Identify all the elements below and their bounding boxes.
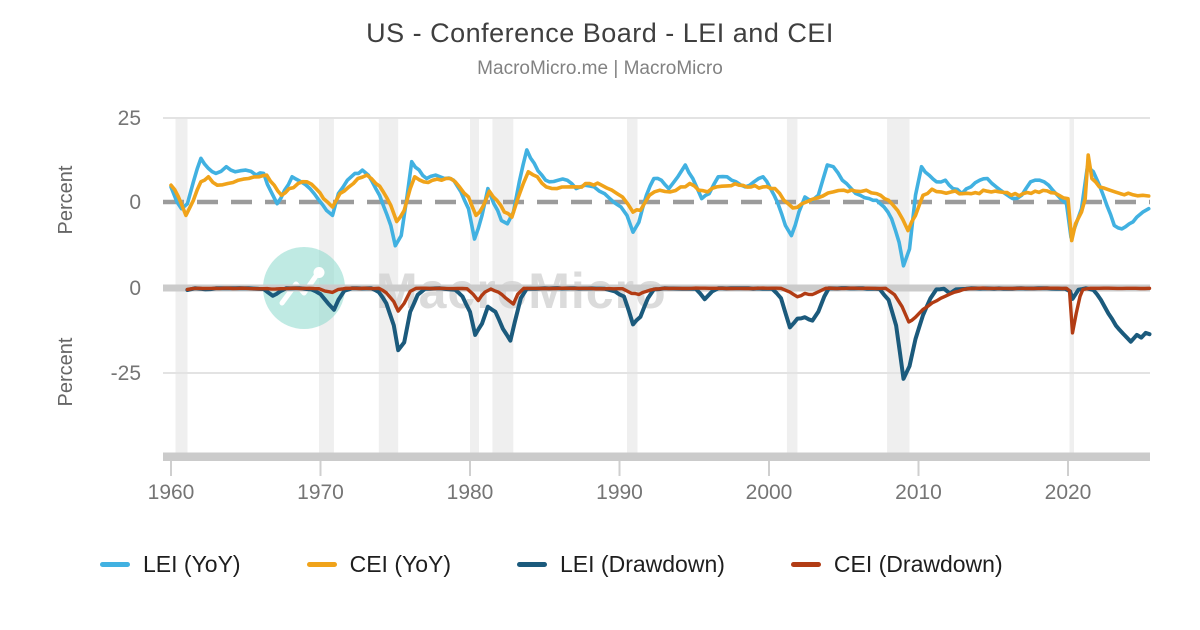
y-tick-label: 0 [129, 277, 141, 300]
legend-item-lei-yoy[interactable]: LEI (YoY) [100, 551, 241, 578]
chart-title: US - Conference Board - LEI and CEI [366, 18, 834, 48]
legend-swatch-lei-drawdown [517, 562, 548, 567]
y-tick-label: -25 [111, 362, 141, 385]
x-tick-label: 1980 [447, 481, 494, 504]
legend-label-cei-drawdown: CEI (Drawdown) [833, 551, 1003, 577]
legend-item-cei-drawdown[interactable]: CEI (Drawdown) [790, 551, 1003, 578]
legend: LEI (YoY) CEI (YoY) LEI (Drawdown) CEI (… [100, 551, 1003, 578]
series-line-lei-yoy- [169, 148, 1151, 268]
legend-item-lei-drawdown[interactable]: LEI (Drawdown) [517, 551, 725, 578]
x-tick-label: 2010 [895, 481, 942, 504]
series-line-cei-drawdown- [185, 286, 1152, 335]
chart-subtitle: MacroMicro.me | MacroMicro [477, 58, 723, 79]
y-axis-label: Percent [55, 165, 77, 234]
y-tick-label: 25 [118, 107, 141, 130]
legend-item-cei-yoy[interactable]: CEI (YoY) [306, 551, 452, 578]
x-axis-bar [163, 452, 1150, 461]
x-tick-label: 1970 [297, 481, 344, 504]
legend-swatch-lei-yoy [100, 562, 130, 567]
y-axis-label: Percent [55, 337, 77, 406]
y-tick-label: 0 [129, 191, 141, 214]
x-tick-label: 2000 [746, 481, 793, 504]
logo-dot-icon [313, 267, 325, 278]
chart-layer: 1960 1970 1980 1990 2000 2010 2020 25 0 Percent 0 -… [55, 107, 1152, 504]
legend-label-cei-yoy: CEI (YoY) [349, 551, 452, 577]
legend-label-lei-drawdown: LEI (Drawdown) [560, 551, 725, 577]
legend-swatch-cei-drawdown [790, 562, 821, 567]
x-tick-label: 1960 [148, 481, 195, 504]
legend-label-lei-yoy: LEI (YoY) [143, 551, 241, 577]
series-line-cei-yoy- [169, 153, 1151, 243]
legend-swatch-cei-yoy [306, 562, 337, 567]
x-tick-label: 1990 [596, 481, 643, 504]
x-tick-label: 2020 [1045, 481, 1092, 504]
